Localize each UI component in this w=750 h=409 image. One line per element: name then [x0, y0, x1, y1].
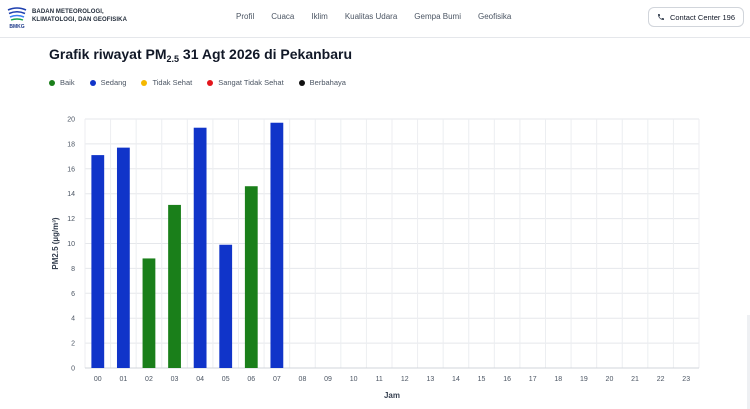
x-tick-label-00: 00: [94, 376, 102, 383]
y-axis-title: PM2.5 (µg/m³): [51, 217, 60, 270]
x-tick-label-19: 19: [580, 376, 588, 383]
x-tick-label-08: 08: [299, 376, 307, 383]
legend-berbahaya[interactable]: Berbahaya: [298, 78, 346, 87]
x-tick-label-09: 09: [324, 376, 332, 383]
y-tick-label-12: 12: [67, 216, 75, 223]
scrollbar-track[interactable]: [747, 315, 750, 409]
bar-00[interactable]: [91, 155, 105, 368]
y-tick-label-20: 20: [67, 117, 75, 124]
legend-sangat-tidak-sehat-swatch: [207, 79, 214, 86]
bar-07[interactable]: [270, 122, 284, 368]
phone-icon: [657, 14, 664, 20]
y-tick-label-2: 2: [71, 341, 75, 348]
contact-center-button[interactable]: Contact Center 196: [648, 7, 744, 27]
bar-03[interactable]: [168, 204, 181, 368]
legend-baik-swatch: [49, 79, 55, 86]
title-subscript: 2.5: [166, 54, 180, 64]
bar-01[interactable]: [116, 147, 130, 368]
bar-06[interactable]: [244, 186, 258, 368]
y-tick-label-8: 8: [71, 266, 75, 273]
legend-sedang-swatch: [89, 79, 96, 86]
x-tick-label-18: 18: [554, 376, 562, 383]
x-tick-label-07: 07: [273, 376, 281, 383]
y-tick-label-6: 6: [71, 291, 75, 298]
logo-text: BMKG: [9, 24, 24, 30]
chart-legend: Baik Sedang Tidak Sehat Sangat Tidak Seh…: [49, 78, 361, 87]
brand-line-2: KLIMATOLOGI, DAN GEOFISIKA: [32, 17, 128, 23]
nav-profil[interactable]: Profil: [236, 12, 255, 21]
x-tick-label-11: 11: [376, 376, 383, 383]
nav-gempa-bumi[interactable]: Gempa Bumi: [414, 12, 461, 21]
x-tick-label-15: 15: [478, 376, 486, 383]
x-tick-label-05: 05: [222, 376, 230, 383]
x-tick-label-01: 01: [119, 376, 127, 383]
nav-iklim[interactable]: Iklim: [311, 12, 328, 21]
legend-sedang-label: Sedang: [100, 78, 127, 87]
bar-02[interactable]: [142, 258, 156, 368]
legend-tidak-sehat-label: Tidak Sehat: [152, 78, 193, 87]
y-tick-label-10: 10: [67, 241, 75, 248]
x-tick-label-03: 03: [171, 376, 179, 383]
x-tick-label-14: 14: [452, 376, 460, 383]
nav-kualitas-udara[interactable]: Kualitas Udara: [344, 12, 398, 21]
x-tick-label-10: 10: [350, 376, 358, 383]
x-tick-label-20: 20: [606, 376, 614, 383]
x-tick-label-12: 12: [401, 376, 409, 383]
x-tick-label-13: 13: [426, 376, 434, 383]
y-tick-label-4: 4: [71, 316, 75, 323]
legend-baik[interactable]: Baik: [49, 78, 75, 87]
y-tick-label-0: 0: [71, 366, 75, 373]
legend-baik-label: Baik: [60, 78, 75, 87]
contact-center-label: Contact Center 196: [669, 12, 736, 22]
y-tick-label-18: 18: [67, 141, 75, 148]
nav-cuaca[interactable]: Cuaca: [271, 12, 295, 21]
top-navbar: BMKG BADAN METEOROLOGI, KLIMATOLOGI, DAN…: [0, 0, 750, 38]
title-prefix: Grafik riwayat PM: [49, 46, 167, 62]
legend-berbahaya-swatch: [298, 79, 305, 86]
x-tick-label-16: 16: [503, 376, 511, 383]
legend-tidak-sehat-swatch: [141, 79, 148, 86]
legend-berbahaya-label: Berbahaya: [309, 78, 346, 87]
y-tick-label-14: 14: [67, 191, 75, 198]
page-title: Grafik riwayat PM2.5 31 Agt 2026 di Peka…: [49, 46, 352, 64]
bmkg-logo[interactable]: BMKG: [6, 5, 28, 31]
main-nav: Profil Cuaca Iklim Kualitas Udara Gempa …: [236, 12, 528, 21]
x-tick-label-02: 02: [145, 376, 153, 383]
legend-sangat-tidak-sehat-label: Sangat Tidak Sehat: [218, 78, 284, 87]
nav-geofisika[interactable]: Geofisika: [477, 12, 512, 21]
y-tick-label-16: 16: [67, 166, 75, 173]
x-tick-label-17: 17: [529, 376, 537, 383]
legend-sangat-tidak-sehat[interactable]: Sangat Tidak Sehat: [207, 78, 284, 87]
legend-sedang[interactable]: Sedang: [89, 78, 127, 87]
brand-line-1: BADAN METEOROLOGI,: [32, 9, 104, 15]
x-tick-label-04: 04: [196, 376, 204, 383]
x-tick-label-22: 22: [657, 376, 665, 383]
brand-name: BADAN METEOROLOGI, KLIMATOLOGI, DAN GEOF…: [32, 8, 127, 24]
x-tick-label-23: 23: [682, 376, 690, 383]
x-axis-title: Jam: [384, 391, 400, 400]
bar-05[interactable]: [219, 244, 233, 368]
x-tick-label-21: 21: [631, 376, 639, 383]
legend-tidak-sehat[interactable]: Tidak Sehat: [141, 78, 192, 87]
title-suffix: 31 Agt 2026 di Pekanbaru: [179, 46, 353, 62]
x-tick-label-06: 06: [247, 376, 255, 383]
bar-04[interactable]: [193, 127, 207, 368]
